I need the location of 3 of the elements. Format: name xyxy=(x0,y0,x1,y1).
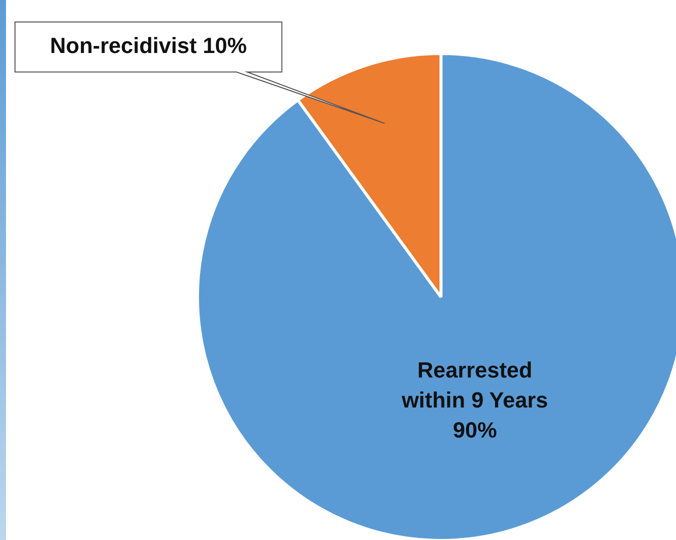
slice-label: Non-recidivist 10% xyxy=(50,33,247,58)
data-label: 90% xyxy=(452,417,497,442)
slice-label: Rearrested within 9 Years xyxy=(400,357,548,412)
